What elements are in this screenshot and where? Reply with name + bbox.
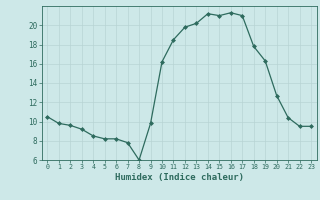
X-axis label: Humidex (Indice chaleur): Humidex (Indice chaleur) bbox=[115, 173, 244, 182]
